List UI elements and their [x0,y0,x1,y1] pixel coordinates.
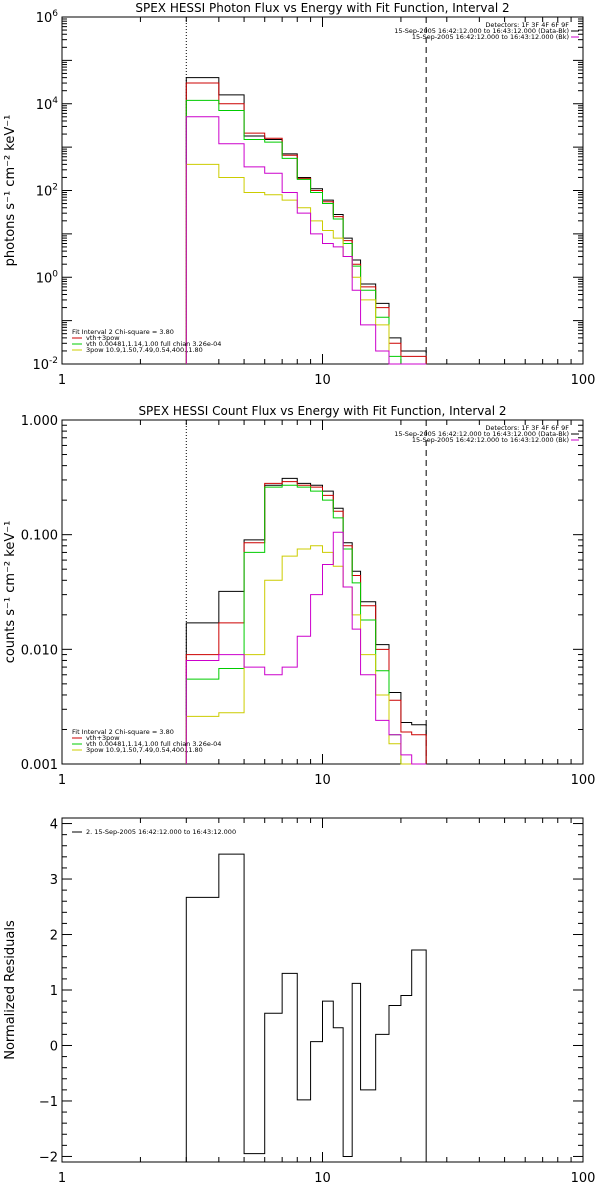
chart-panel-2: SPEX HESSI Count Flux vs Energy with Fit… [3,404,595,788]
x-tick-label: 10 [314,1171,331,1186]
y-tick-label: 3 [50,873,58,888]
series-line-1 [185,853,427,1162]
y-tick-label: 1 [50,984,58,999]
y-tick-label: 1.000 [21,414,58,429]
y-tick-label: 100 [36,269,59,286]
chart-panel-3: 1 10 100 −2 −1 0 1 2 3 4 Normalized Residuals 2. 15… [3,817,596,1186]
x-tick-label: 1 [58,373,66,388]
y-axis-label: counts s⁻¹ cm⁻² keV⁻¹ [3,521,18,664]
y-axis-label: photons s⁻¹ cm⁻² keV⁻¹ [3,115,18,267]
y-tick-label: 106 [36,9,59,26]
chart-panel-1: SPEX HESSI Photon Flux vs Energy with Fi… [3,1,595,388]
x-tick-label: 100 [571,773,596,788]
x-tick-label: 100 [571,373,596,388]
y-tick-label: 0.001 [21,758,58,773]
header-line: 15-Sep-2005 16:42:12.000 to 16:43:12.000… [394,430,569,438]
chart-title: SPEX HESSI Photon Flux vs Energy with Fi… [135,1,509,15]
series-line-3 [185,99,427,365]
legend-entry: vth+3pow [86,734,120,742]
series-line-1 [185,77,427,364]
header-line: 15-Sep-2005 16:42:12.000 to 16:43:12.000… [412,33,569,41]
series-line-1 [185,477,427,764]
chart-title: SPEX HESSI Count Flux vs Energy with Fit… [138,404,506,418]
series-line-5 [185,116,427,365]
legend-entry: vth 0.00481,1.14,1.00 full chian 3.26e-0… [86,740,221,748]
x-tick-label: 1 [58,1171,66,1186]
x-tick-label: 10 [314,773,331,788]
y-tick-label: 4 [50,818,58,833]
legend-entry: Fit Interval 2 Chi-square = 3.80 [72,328,174,336]
x-tick-label: 100 [571,1171,596,1186]
legend-entry: 2. 15-Sep-2005 16:42:12.000 to 16:43:12.… [86,828,236,836]
legend-entry: Fit Interval 2 Chi-square = 3.80 [72,728,174,736]
series-line-2 [185,481,427,764]
series-line-5 [185,531,427,765]
header-line: Detectors: 1F 3F 4F 6F 9F [485,424,569,432]
legend-entry: 3pow 10.9,1.50,7.49,0.54,400.,1.80 [86,746,203,754]
series-line-3 [185,484,427,765]
series-line-4 [185,545,427,765]
y-tick-label: 0.010 [21,643,58,658]
x-tick-label: 10 [314,373,331,388]
y-tick-label: 102 [36,183,58,200]
y-tick-label: 0 [50,1039,58,1054]
y-tick-label: 10-2 [32,356,58,373]
y-tick-label: −2 [39,1150,58,1165]
legend-entry: vth 0.00481,1.14,1.00 full chian 3.26e-0… [86,340,221,348]
legend-entry: vth+3pow [86,334,120,342]
y-tick-label: 2 [50,929,58,944]
legend-entry: 3pow 10.9,1.50,7.49,0.54,400.,1.80 [86,346,203,354]
header-line: 15-Sep-2005 16:42:12.000 to 16:43:12.000… [412,436,569,444]
series-line-4 [185,163,427,365]
x-tick-label: 1 [58,773,66,788]
y-tick-label: 0.100 [21,529,58,544]
header-line: 15-Sep-2005 16:42:12.000 to 16:43:12.000… [394,27,569,35]
header-line: Detectors: 1F 3F 4F 6F 9F [485,21,569,29]
y-tick-label: −1 [39,1095,58,1110]
y-axis-label: Normalized Residuals [3,920,18,1060]
series-line-2 [185,82,427,364]
y-tick-label: 104 [36,96,59,113]
plot-frame [61,817,584,1163]
